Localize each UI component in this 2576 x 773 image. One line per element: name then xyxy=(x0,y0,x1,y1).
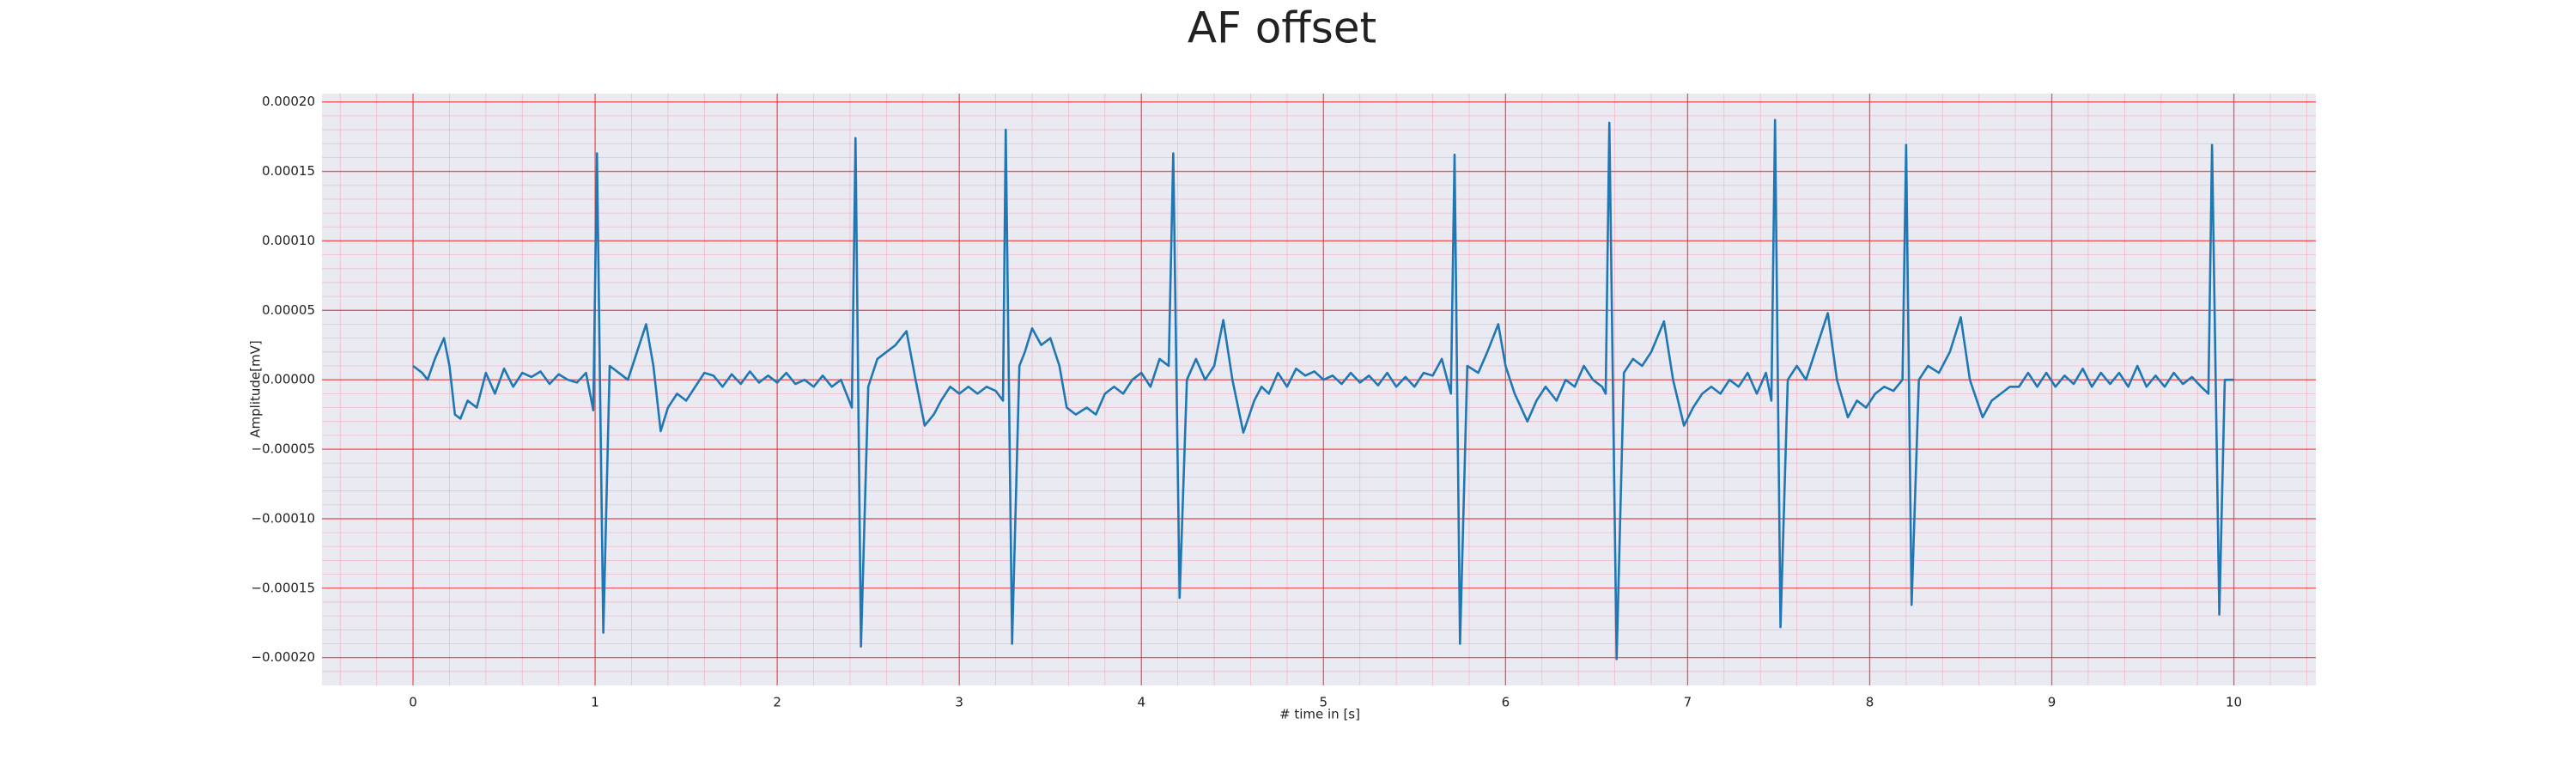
x-tick-label: 9 xyxy=(2048,695,2057,710)
signal-line xyxy=(412,119,2234,660)
x-tick-label: 4 xyxy=(1137,695,1145,710)
y-tick-label: −0.00015 xyxy=(251,580,315,595)
y-tick-label: 0.00005 xyxy=(262,302,315,318)
plot-background xyxy=(322,94,2316,685)
y-tick-label: −0.00020 xyxy=(251,649,315,665)
x-axis-label: # time in [s] xyxy=(1279,707,1360,722)
x-tick-label: 6 xyxy=(1502,695,1510,710)
x-tick-label: 2 xyxy=(773,695,781,710)
y-tick-label: 0.00010 xyxy=(262,233,315,248)
x-tick-label: 8 xyxy=(1866,695,1874,710)
x-tick-label: 5 xyxy=(1320,695,1328,710)
x-tick-label: 7 xyxy=(1684,695,1692,710)
x-tick-label: 1 xyxy=(591,695,599,710)
y-tick-label: 0.00000 xyxy=(262,372,315,387)
y-axis-label: Amplitude[mV] xyxy=(248,340,264,437)
x-tick-label: 3 xyxy=(955,695,963,710)
x-tick-label: 0 xyxy=(409,695,417,710)
chart-title: AF offset xyxy=(1188,3,1376,53)
y-tick-label: −0.00010 xyxy=(251,510,315,526)
y-tick-label: 0.00020 xyxy=(262,94,315,109)
y-tick-label: −0.00005 xyxy=(251,441,315,457)
y-tick-label: 0.00015 xyxy=(262,163,315,179)
x-tick-label: 10 xyxy=(2226,695,2242,710)
